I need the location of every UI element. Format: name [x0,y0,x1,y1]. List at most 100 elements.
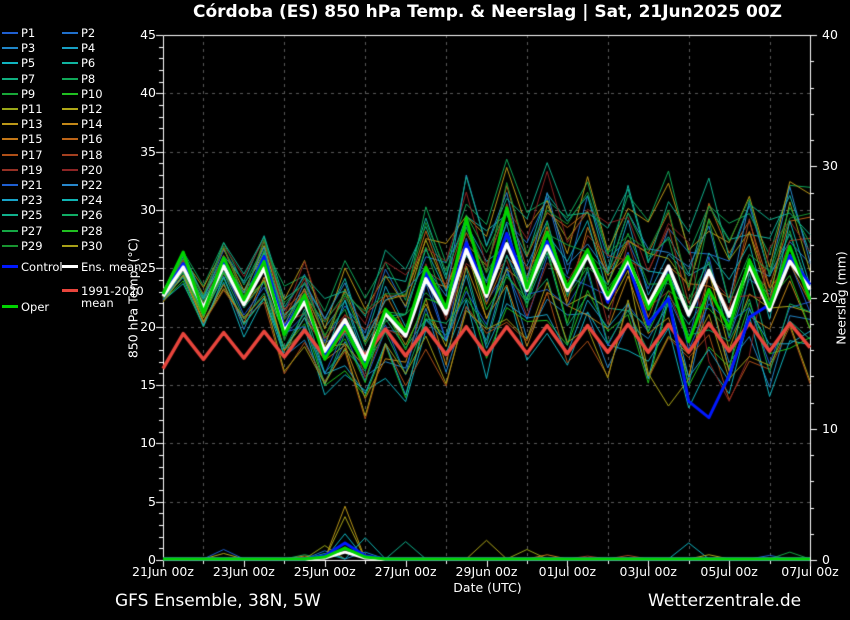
legend-label: P9 [21,86,36,101]
x-tick-4: 29Jun 00z [455,564,518,579]
y-left-tick-15: 15 [140,377,156,392]
legend-label: P2 [81,26,96,40]
legend-swatch [2,92,18,95]
legend-label-line2: mean [81,296,114,310]
y-left-tick-0: 0 [148,552,156,567]
y-right-tick-30: 30 [822,158,838,174]
legend-swatch [62,62,78,65]
legend-label: P15 [21,132,43,147]
legend-swatch [62,32,78,34]
legend-swatch [62,244,78,247]
legend-label: P16 [81,132,103,147]
legend-swatch [2,62,18,65]
legend-label: P27 [21,223,43,238]
legend-swatch [2,32,18,34]
legend-swatch [62,77,78,80]
legend-swatch [62,184,78,186]
legend-label: P21 [21,178,43,192]
legend-swatch [2,153,18,156]
legend-label: Control [21,260,63,274]
legend-label: P20 [81,162,103,177]
legend-label: P19 [21,162,43,177]
legend-swatch [2,77,18,80]
y-right-tick-40: 40 [822,27,838,42]
legend-swatch [62,47,78,50]
x-tick-5: 01Jul 00z [538,564,597,579]
y-left-tick-20: 20 [140,318,156,334]
legend-swatch [2,229,18,232]
x-tick-2: 25Jun 00z [293,564,356,579]
legend-label: P10 [81,86,103,101]
y-left-tick-30: 30 [140,202,156,217]
legend-swatch [2,244,18,247]
y-left-tick-35: 35 [140,143,156,159]
site-credit-text: Wetterzentrale.de [648,591,802,611]
x-tick-6: 03Jul 00z [619,564,677,579]
legend-swatch [62,214,78,217]
legend-label: P22 [81,178,103,192]
y-axis-left-title: 850 hPa Temp. (°C) [125,237,141,359]
y-right-tick-10: 10 [822,420,838,436]
legend-label: P1 [21,26,36,40]
legend-swatch [62,199,78,202]
y-right-tick-20: 20 [822,289,838,305]
legend-label: P4 [81,41,96,56]
legend-label: P8 [81,71,96,86]
legend-swatch [2,47,18,50]
legend-swatch [62,168,78,171]
legend-label: P11 [21,102,43,116]
legend-swatch [62,229,78,232]
legend-label: Oper [21,300,50,314]
y-left-tick-10: 10 [140,435,156,451]
legend-swatch [62,265,78,268]
y-right-tick-0: 0 [822,552,830,567]
legend-label: P18 [81,147,103,162]
legend-label: P6 [81,56,96,71]
legend-swatch [2,199,18,202]
y-left-tick-5: 5 [148,493,156,509]
x-tick-0: 21Jun 00z [132,564,194,579]
x-tick-8: 07Jul 00z [781,564,839,579]
legend-label: P17 [21,147,43,162]
legend-label: P13 [21,117,43,132]
legend-swatch [2,138,18,141]
legend-swatch [2,168,18,171]
x-tick-1: 23Jun 00z [212,564,275,579]
legend-swatch [2,123,18,126]
legend-label: P5 [21,56,36,71]
legend-label: P14 [81,117,103,132]
legend-label: P29 [21,238,43,253]
legend-swatch [62,92,78,95]
legend-swatch [2,305,18,308]
legend-label: Ens. mean [81,260,142,274]
legend-swatch [2,214,18,217]
model-info-text: GFS Ensemble, 38N, 5W [115,591,321,611]
legend: P1 P2 P3 P4 P5 P6 P7 P8 P9 P10 P11 P12 P13 P14 P15 P16 P… [2,26,152,326]
y-left-tick-45: 45 [140,27,156,42]
x-tick-7: 05Jul 00z [700,564,758,579]
legend-swatch [2,184,18,186]
legend-label: P30 [81,238,103,253]
legend-label: P23 [21,193,43,208]
legend-swatch [2,108,18,110]
x-axis-title: Date (UTC) [453,580,522,595]
legend-label: P24 [81,193,103,208]
x-tick-3: 27Jun 00z [374,564,437,579]
legend-label: P3 [21,41,36,56]
legend-label: P28 [81,223,103,238]
y-left-tick-25: 25 [140,260,156,276]
y-left-tick-40: 40 [140,85,156,101]
legend-label: P12 [81,102,103,116]
legend-swatch [62,123,78,126]
legend-swatch [62,138,78,141]
legend-label: P25 [21,208,43,223]
legend-swatch [62,108,78,110]
legend-swatch [62,289,78,292]
legend-label: 1991-2020 [81,284,144,298]
legend-swatch [62,153,78,156]
legend-label: P26 [81,208,103,223]
chart-title: Córdoba (ES) 850 hPa Temp. & Neerslag | … [193,2,782,22]
legend-swatch [2,265,18,268]
